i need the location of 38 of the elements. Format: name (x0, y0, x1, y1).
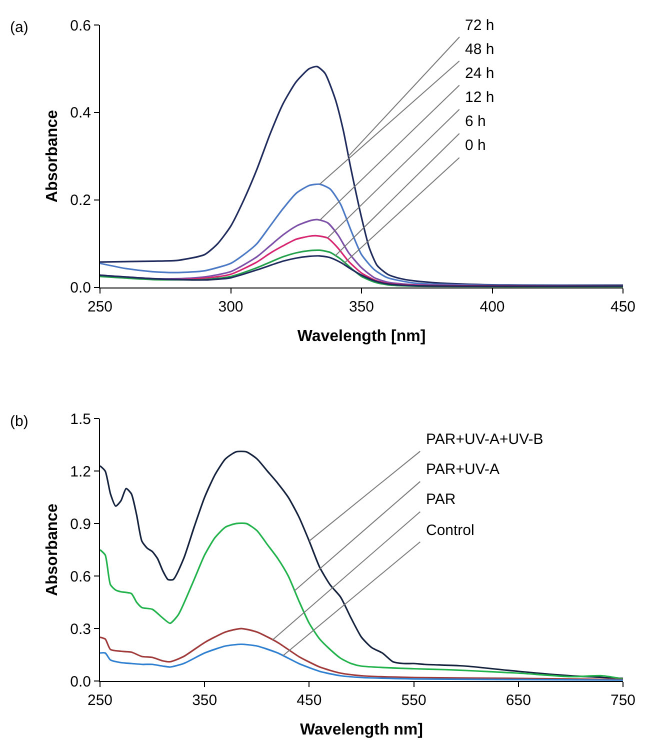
y-axis-title: Absorbance (44, 503, 62, 596)
y-tick-label: 0.6 (70, 568, 91, 586)
x-tick-label: 450 (296, 692, 322, 709)
y-tick-label: 0.4 (70, 104, 91, 122)
x-axis-title: Wavelength [nm] (297, 328, 426, 346)
text: 48 h (465, 41, 494, 58)
y-tick-label: 0.0 (70, 280, 91, 297)
y-tick-label: 0.2 (70, 192, 91, 210)
x-tick-label: 650 (506, 692, 531, 709)
text: 72 h (465, 17, 494, 34)
y-tick-label: 1.5 (70, 410, 91, 428)
y-axis-title: Absorbance (44, 110, 62, 202)
text: PAR (426, 491, 456, 508)
x-tick-label: 300 (218, 298, 244, 316)
text: 24 h (465, 65, 494, 82)
x-tick-label: 350 (348, 298, 374, 316)
y-tick-label: 1.2 (70, 463, 91, 480)
x-tick-label: 350 (192, 692, 218, 709)
line-series (100, 450, 623, 680)
x-tick-label: 450 (610, 298, 636, 316)
text: 12 h (465, 89, 494, 106)
text: PAR+UV-A (426, 461, 500, 478)
y-tick-label: 0.6 (70, 17, 91, 34)
y-tick-label: 0.0 (70, 673, 91, 690)
x-tick-label: 550 (401, 692, 426, 709)
x-tick-label: 750 (610, 692, 636, 709)
y-tick-label: 0.9 (70, 516, 91, 533)
text: 6 h (465, 113, 486, 130)
y-tick-label: 0.3 (70, 620, 91, 638)
x-tick-label: 250 (87, 298, 113, 316)
text: 0 h (465, 137, 486, 154)
x-tick-label: 400 (480, 298, 505, 316)
x-tick-label: 250 (87, 692, 113, 709)
text: (a) (10, 19, 28, 36)
text: (b) (10, 413, 28, 430)
text: Control (426, 522, 474, 539)
x-axis-title: Wavelength nm] (300, 722, 423, 739)
text: PAR+UV-A+UV-B (426, 431, 544, 448)
